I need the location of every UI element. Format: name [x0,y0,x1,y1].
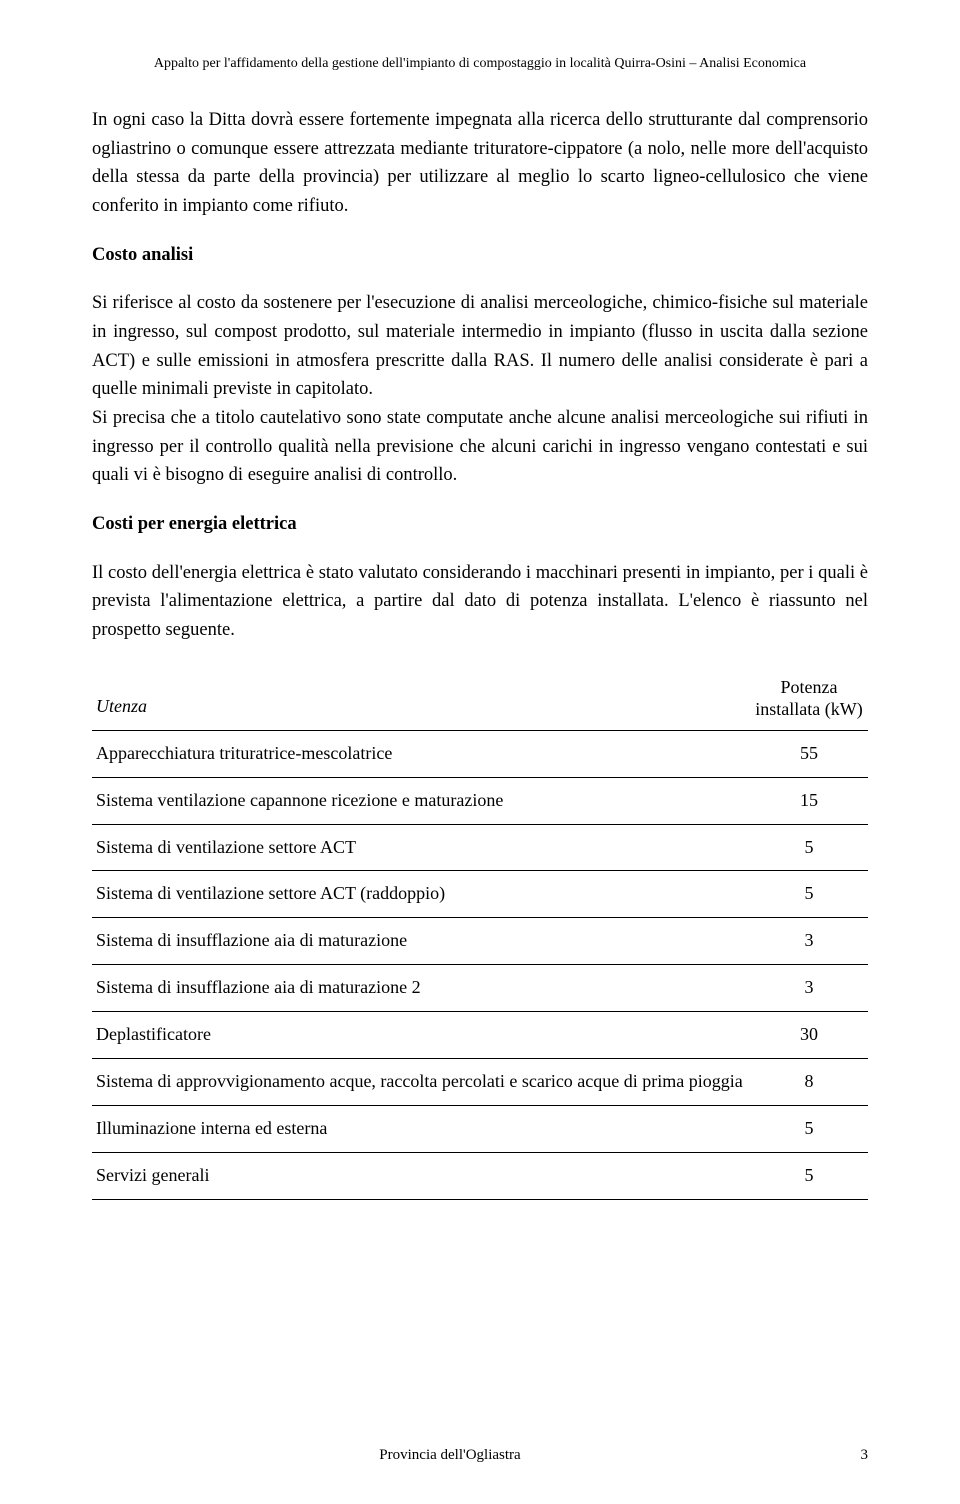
table-row: Sistema di approvvigionamento acque, rac… [92,1058,868,1105]
table-cell-value: 5 [750,1105,868,1152]
footer-organization: Provincia dell'Ogliastra [92,1447,808,1464]
table-header-utenza: Utenza [92,667,750,731]
section-title-energia: Costi per energia elettrica [92,510,868,539]
table-cell-label: Illuminazione interna ed esterna [92,1105,750,1152]
table-row: Illuminazione interna ed esterna 5 [92,1105,868,1152]
table-cell-label: Apparecchiatura trituratrice-mescolatric… [92,730,750,777]
table-row: Sistema di insufflazione aia di maturazi… [92,918,868,965]
table-body: Apparecchiatura trituratrice-mescolatric… [92,730,868,1199]
table-row: Deplastificatore 30 [92,1012,868,1059]
intro-paragraph: In ogni caso la Ditta dovrà essere forte… [92,106,868,221]
costo-analisi-p2: Si precisa che a titolo cautelativo sono… [92,404,868,490]
table-row: Sistema di ventilazione settore ACT 5 [92,824,868,871]
table-cell-value: 5 [750,1152,868,1199]
footer-page-number: 3 [808,1447,868,1464]
table-row: Sistema di ventilazione settore ACT (rad… [92,871,868,918]
table-cell-value: 5 [750,871,868,918]
table-cell-value: 30 [750,1012,868,1059]
table-row: Servizi generali 5 [92,1152,868,1199]
table-cell-value: 3 [750,965,868,1012]
table-row: Sistema di insufflazione aia di maturazi… [92,965,868,1012]
section-title-costo-analisi: Costo analisi [92,241,868,270]
table-cell-value: 8 [750,1058,868,1105]
running-header: Appalto per l'affidamento della gestione… [92,56,868,72]
table-cell-label: Deplastificatore [92,1012,750,1059]
table-row: Sistema ventilazione capannone ricezione… [92,777,868,824]
page: Appalto per l'affidamento della gestione… [0,0,960,1504]
body-text-block: In ogni caso la Ditta dovrà essere forte… [92,106,868,1200]
table-cell-value: 15 [750,777,868,824]
table-cell-label: Sistema di ventilazione settore ACT [92,824,750,871]
table-cell-value: 5 [750,824,868,871]
table-cell-label: Sistema di insufflazione aia di maturazi… [92,918,750,965]
table-cell-value: 3 [750,918,868,965]
table-cell-label: Servizi generali [92,1152,750,1199]
table-header-row: Utenza Potenza installata (kW) [92,667,868,731]
power-table: Utenza Potenza installata (kW) Apparecch… [92,667,868,1200]
table-cell-label: Sistema di ventilazione settore ACT (rad… [92,871,750,918]
costo-analisi-p1: Si riferisce al costo da sostenere per l… [92,289,868,404]
table-cell-value: 55 [750,730,868,777]
table-cell-label: Sistema di insufflazione aia di maturazi… [92,965,750,1012]
page-footer: Provincia dell'Ogliastra 3 [92,1419,868,1464]
table-cell-label: Sistema di approvvigionamento acque, rac… [92,1058,750,1105]
table-row: Apparecchiatura trituratrice-mescolatric… [92,730,868,777]
table-header-value: Potenza installata (kW) [750,667,868,731]
energia-p1: Il costo dell'energia elettrica è stato … [92,559,868,645]
table-cell-label: Sistema ventilazione capannone ricezione… [92,777,750,824]
